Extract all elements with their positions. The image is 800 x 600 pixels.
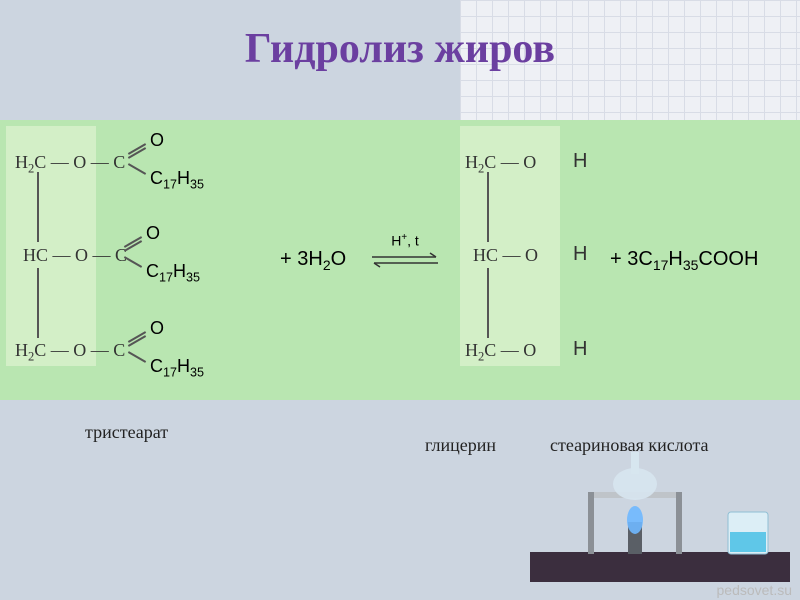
acid-term: + 3C17H35COOH (610, 248, 758, 273)
tri-R-2: C17H35 (146, 261, 200, 285)
tri-O-2: O (146, 223, 160, 244)
gly-vline-2 (487, 268, 489, 338)
lab-scene-illustration (530, 442, 790, 582)
gly-row-2: HC — O (473, 245, 538, 266)
tri-row-2: HC — O — C (23, 245, 127, 266)
equation-area: H2C — O — C HC — O — C H2C — O — C O C17… (0, 120, 800, 400)
gly-row-3: H2C — O (465, 340, 536, 365)
tri-vline-2 (37, 268, 39, 338)
tri-R-3: C17H35 (150, 356, 204, 380)
watermark: pedsovet.su (717, 582, 793, 598)
reaction-arrow: H+, t (370, 232, 440, 269)
glycerol-structure: H2C — O H HC — O H H2C — O H (465, 140, 625, 370)
equilibrium-arrow-icon (370, 251, 440, 269)
label-glycerol: глицерин (425, 435, 496, 456)
tri-R-1: C17H35 (150, 168, 204, 192)
slide-root: Гидролиз жиров H2C — O — C HC — O — C H2… (0, 0, 800, 600)
tri-row-3: H2C — O — C (15, 340, 125, 365)
gly-H-3: H (573, 338, 587, 361)
tri-O-1: O (150, 130, 164, 151)
water-term: + 3H2O (280, 248, 346, 273)
slide-title: Гидролиз жиров (0, 25, 800, 73)
gly-vline-1 (487, 172, 489, 242)
tri-O-3: O (150, 318, 164, 339)
label-tristearate: тристеарат (85, 422, 168, 443)
tri-row-1: H2C — O — C (15, 152, 125, 177)
gly-row-1: H2C — O (465, 152, 536, 177)
tristearate-structure: H2C — O — C HC — O — C H2C — O — C O C17… (15, 140, 275, 370)
tri-vline-1 (37, 172, 39, 242)
tri-sbond-3 (128, 351, 146, 363)
gly-H-1: H (573, 150, 587, 173)
tri-sbond-1 (128, 163, 146, 175)
reaction-conditions: H+, t (370, 232, 440, 249)
gly-H-2: H (573, 243, 587, 266)
